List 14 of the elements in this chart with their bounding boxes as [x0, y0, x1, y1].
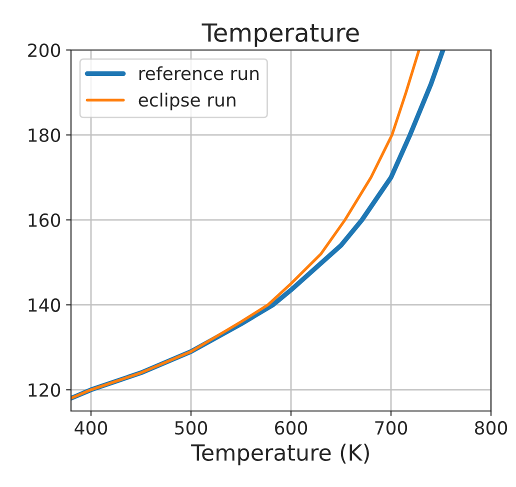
chart-title: Temperature	[202, 23, 359, 47]
y-tick-label: 120	[28, 383, 60, 397]
x-tick-label: 600	[275, 421, 308, 435]
y-tick-label: 200	[28, 43, 60, 58]
x-tick-label: 500	[175, 421, 208, 435]
x-tick-label: 700	[375, 421, 408, 435]
x-axis-title: Temperature (K)	[191, 444, 369, 466]
legend-label: reference run	[139, 66, 259, 80]
y-tick-label: 160	[28, 213, 60, 227]
y-tick-label: 140	[28, 298, 60, 312]
legend-label: eclipse run	[138, 92, 236, 110]
x-tick-label: 800	[474, 421, 508, 435]
y-tick-label: 180	[28, 128, 60, 142]
x-tick-label: 400	[74, 421, 108, 435]
